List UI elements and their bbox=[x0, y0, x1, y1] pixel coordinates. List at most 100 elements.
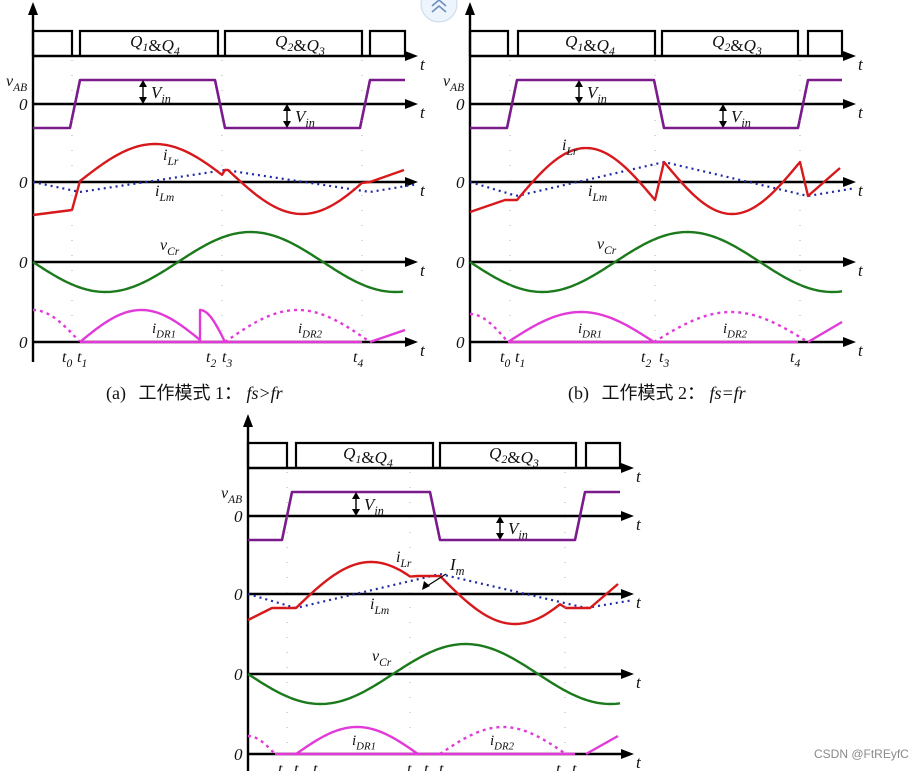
vin-arrow-head bbox=[496, 533, 504, 540]
time-label-t5: t5 bbox=[556, 761, 566, 771]
ilr-label: iLr bbox=[396, 549, 412, 570]
gate-pulse bbox=[246, 441, 289, 468]
time-label-t4: t4 bbox=[439, 761, 449, 771]
watermark: CSDN @FtREyfC bbox=[814, 747, 909, 761]
current-zero: 0 bbox=[234, 585, 243, 604]
time-label-t4: t4 bbox=[790, 349, 800, 370]
time-label-t0: t0 bbox=[62, 349, 72, 370]
gate-pulse bbox=[78, 29, 220, 56]
vin-label: Vin bbox=[508, 519, 528, 542]
ilr-wave bbox=[247, 560, 619, 626]
time-label-t0: t0 bbox=[500, 349, 510, 370]
panel-b: tQ1&Q4 Q2&Q3tvAB0VinVint0iLriLmt0vCrt0iDR… bbox=[443, 2, 864, 370]
gate-pulse bbox=[516, 29, 657, 56]
vin-arrow-head bbox=[283, 104, 291, 111]
idr2-label: iDR2 bbox=[490, 733, 515, 753]
idr2-label: iDR2 bbox=[723, 321, 748, 341]
vin-label: Vin bbox=[295, 107, 315, 130]
gate-axis-t-label: t bbox=[636, 467, 642, 486]
idr1-label: iDR1 bbox=[152, 321, 176, 341]
vcr-zero: 0 bbox=[234, 665, 243, 684]
idr-wave bbox=[79, 308, 227, 343]
y-axis-arrow bbox=[465, 2, 475, 15]
vab-zero: 0 bbox=[456, 95, 465, 114]
vab-axis-arrow bbox=[621, 511, 634, 521]
vcr-axis-arrow bbox=[843, 257, 856, 267]
vcr-wave bbox=[247, 642, 621, 706]
panel-c: tQ1&Q4 Q2&Q3tvAB0VinVint0iLriLmImt0vCrt0i… bbox=[221, 414, 642, 771]
gate-axis-arrow bbox=[621, 463, 634, 473]
gate-pulse bbox=[438, 441, 578, 468]
vin-label: Vin bbox=[151, 83, 171, 106]
gate-pulse bbox=[31, 29, 74, 56]
vin-arrow-head bbox=[352, 509, 360, 516]
vcr-label: vCr bbox=[160, 237, 180, 258]
vcr-label: vCr bbox=[597, 236, 617, 257]
ilr-wave bbox=[32, 142, 405, 217]
vab-axis-t-label: t bbox=[636, 515, 642, 534]
idr-wave bbox=[653, 310, 809, 344]
vab-axis-arrow bbox=[843, 99, 856, 109]
current-axis-t-label: t bbox=[858, 181, 864, 200]
time-label-t3: t3 bbox=[659, 349, 669, 370]
gate-axis-t-label: t bbox=[420, 55, 426, 74]
caption-a: (a) 工作模式 1： fs>fr bbox=[106, 383, 284, 404]
ilm-label: iLm bbox=[588, 183, 607, 204]
gate-axis-t-label: t bbox=[858, 55, 864, 74]
idr1-label: iDR1 bbox=[578, 321, 602, 341]
time-label-tx: tx bbox=[313, 761, 323, 771]
gate-label-q2q3: Q2&Q3 bbox=[275, 32, 325, 58]
time-label-t2: t2 bbox=[641, 349, 651, 370]
im-pointer-head bbox=[422, 581, 430, 590]
vin-arrow-head bbox=[575, 80, 583, 87]
gate-pulse bbox=[468, 29, 510, 56]
caption-b-condition: fs=fr bbox=[710, 383, 747, 403]
idr-zero: 0 bbox=[234, 745, 243, 764]
current-axis-t-label: t bbox=[420, 181, 426, 200]
vin-label: Vin bbox=[731, 107, 751, 130]
vin-label: Vin bbox=[364, 495, 384, 518]
vin-arrow-head bbox=[352, 492, 360, 499]
current-zero: 0 bbox=[19, 173, 28, 192]
idr-wave bbox=[32, 308, 80, 342]
idr-axis-arrow bbox=[843, 337, 856, 347]
time-label-t3: t3 bbox=[222, 349, 232, 370]
vcr-zero: 0 bbox=[19, 253, 28, 272]
vab-label: vAB bbox=[6, 73, 27, 94]
vab-zero: 0 bbox=[19, 95, 28, 114]
time-label-t1: t1 bbox=[294, 761, 304, 771]
vab-axis-t-label: t bbox=[420, 103, 426, 122]
vab-label: vAB bbox=[221, 485, 242, 506]
caption-a-condition: fs>fr bbox=[246, 383, 283, 403]
gate-axis-arrow bbox=[843, 51, 856, 61]
idr-axis-t-label: t bbox=[636, 753, 642, 771]
current-axis-arrow bbox=[843, 177, 856, 187]
idr-wave bbox=[585, 734, 619, 756]
time-label-t4: t4 bbox=[353, 349, 363, 370]
vab-axis-arrow bbox=[405, 99, 418, 109]
gate-label-q2q3: Q2&Q3 bbox=[712, 32, 762, 58]
vcr-label: vCr bbox=[372, 648, 392, 669]
time-label-t1: t1 bbox=[77, 349, 87, 370]
idr-wave bbox=[507, 310, 655, 344]
current-axis-arrow bbox=[405, 177, 418, 187]
caption-b: (b) 工作模式 2： fs=fr bbox=[568, 383, 747, 404]
time-label-t6: t6 bbox=[572, 761, 582, 771]
gate-pulse bbox=[584, 441, 622, 468]
idr-wave bbox=[439, 725, 567, 755]
vab-zero: 0 bbox=[234, 507, 243, 526]
vab-axis-t-label: t bbox=[858, 103, 864, 122]
gate-pulse bbox=[223, 29, 364, 56]
idr-zero: 0 bbox=[456, 333, 465, 352]
vcr-axis-arrow bbox=[405, 257, 418, 267]
vcr-wave bbox=[32, 230, 404, 294]
current-zero: 0 bbox=[456, 173, 465, 192]
vin-arrow-head bbox=[719, 104, 727, 111]
panel-a: tQ1&Q4 Q2&Q3tvAB0VinVint0iLriLmt0vCrt0iDR… bbox=[6, 2, 426, 370]
vin-arrow-head bbox=[496, 516, 504, 523]
idr-wave bbox=[469, 312, 509, 343]
ilm-wave bbox=[247, 572, 633, 610]
chevron-up-icon[interactable] bbox=[420, 0, 458, 23]
vin-arrow-head bbox=[719, 121, 727, 128]
idr-axis-t-label: t bbox=[858, 341, 864, 360]
